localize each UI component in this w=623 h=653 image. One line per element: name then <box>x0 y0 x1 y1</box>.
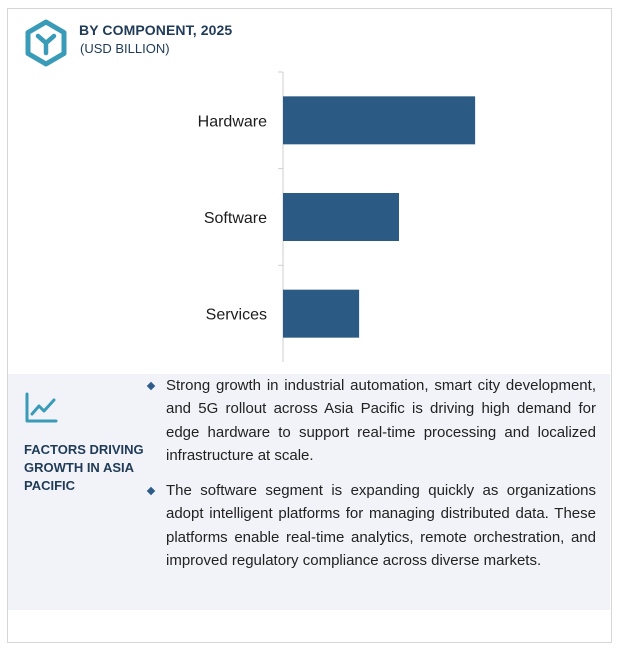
bar-hardware <box>283 96 476 145</box>
factor-text: The software segment is expanding quickl… <box>166 482 596 570</box>
diamond-bullet-icon <box>146 381 156 391</box>
category-label: Hardware <box>198 113 267 130</box>
category-label: Services <box>206 307 267 324</box>
factor-bullet: Strong growth in industrial automation, … <box>146 374 596 467</box>
hexagon-logo-icon <box>25 19 67 67</box>
bar-services <box>283 289 360 338</box>
category-label: Software <box>204 210 267 227</box>
line-trend-icon <box>25 392 58 423</box>
factors-list: Strong growth in industrial automation, … <box>146 374 596 572</box>
chart-subtitle: (USD BILLION) <box>80 41 170 56</box>
factor-bullet: The software segment is expanding quickl… <box>146 479 596 572</box>
bar-software <box>283 193 399 241</box>
factors-heading: FACTORS DRIVING GROWTH IN ASIA PACIFIC <box>24 442 144 493</box>
chart-title: BY COMPONENT, 2025 <box>79 22 233 38</box>
factors-panel <box>8 374 610 610</box>
diamond-bullet-icon <box>146 486 156 496</box>
factor-text: Strong growth in industrial automation, … <box>166 377 596 464</box>
